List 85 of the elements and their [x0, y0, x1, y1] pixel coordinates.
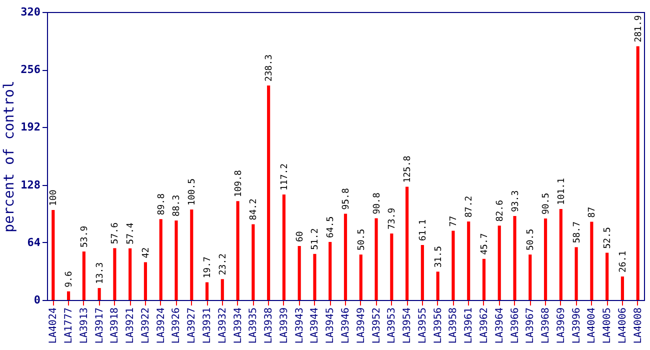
data-label: 117.2: [280, 163, 290, 191]
data-label: 90.5: [542, 192, 552, 215]
data-label: 89.8: [156, 193, 167, 216]
x-tick-label: LA4024: [48, 308, 60, 344]
x-tick-label: LA3926: [171, 308, 182, 344]
data-label: 13.3: [95, 262, 106, 284]
data-label: 77: [449, 216, 460, 227]
y-tick-label: 0: [34, 294, 40, 306]
x-tick-label: LA3932: [217, 308, 228, 344]
data-label: 281.9: [634, 15, 644, 42]
x-tick-label: LA3967: [525, 308, 536, 344]
x-tick-label: LA3935: [248, 308, 260, 344]
x-tick-label: LA3954: [402, 308, 414, 344]
data-label: 9.6: [64, 271, 75, 288]
x-tick-label: LA3943: [294, 308, 306, 344]
x-tick-label: LA3913: [78, 308, 90, 344]
y-tick-label: 320: [20, 6, 40, 18]
data-label: 31.5: [434, 246, 444, 268]
x-tick-label: LA3955: [417, 308, 428, 344]
data-label: 50.5: [356, 228, 367, 251]
x-tick-label: LA4004: [586, 308, 598, 344]
x-tick-label: LA3922: [140, 308, 152, 344]
data-label: 26.1: [618, 250, 628, 273]
x-tick-label: LA3927: [186, 308, 198, 344]
x-tick-label: LA4008: [632, 308, 644, 344]
data-label: 82.6: [495, 200, 506, 222]
data-label: 60: [295, 231, 306, 242]
x-tick-label: LA3921: [125, 308, 136, 344]
x-tick-label: LA3946: [340, 308, 352, 344]
x-tick-label: LA3934: [232, 308, 244, 344]
data-label: 93.3: [510, 190, 521, 212]
data-label: 101.1: [556, 178, 567, 206]
data-label: 52.5: [603, 227, 614, 249]
x-tick-label: LA3956: [432, 308, 444, 344]
x-tick-label: LA3996: [571, 308, 582, 344]
data-label: 57.4: [126, 222, 136, 244]
x-tick-label: LA3962: [478, 308, 490, 344]
data-label: 53.9: [80, 226, 90, 248]
data-label: 51.2: [310, 228, 321, 250]
data-label: 95.8: [342, 188, 352, 210]
y-tick-label: 192: [20, 120, 40, 134]
data-label: 125.8: [403, 156, 414, 183]
y-axis-title: percent of control: [2, 80, 18, 232]
data-label: 88.3: [172, 194, 182, 217]
data-label: 57.6: [110, 222, 121, 244]
data-label: 90.8: [372, 192, 382, 214]
data-label: 19.7: [203, 256, 214, 278]
data-label: 100.5: [188, 178, 198, 206]
x-tick-label: LA3917: [94, 308, 106, 344]
x-tick-label: LA1777: [64, 308, 75, 344]
x-tick-label: LA3953: [386, 308, 398, 344]
data-label: 64.5: [326, 216, 336, 238]
data-label: 84.2: [249, 198, 260, 220]
x-tick-label: LA3944: [310, 308, 321, 344]
y-tick-label: 256: [20, 63, 41, 76]
y-tick-label: 64: [27, 236, 41, 249]
x-tick-label: LA3949: [356, 308, 367, 344]
x-tick-label: LA3924: [156, 308, 167, 344]
x-tick-label: LA3964: [494, 308, 506, 344]
data-label: 61.1: [418, 219, 428, 242]
x-tick-label: LA3931: [202, 308, 214, 344]
data-label: 73.9: [388, 208, 398, 230]
data-label: 87: [588, 206, 598, 218]
data-label: 87.2: [464, 196, 475, 218]
x-tick-label: LA3952: [371, 308, 382, 344]
x-tick-label: LA4005: [602, 308, 614, 344]
data-label: 50.5: [526, 228, 536, 251]
x-tick-label: LA3918: [110, 308, 121, 344]
x-tick-label: LA3969: [556, 308, 567, 344]
x-tick-label: LA3938: [264, 308, 275, 344]
data-label: 58.7: [572, 221, 582, 244]
x-tick-label: LA3961: [464, 308, 475, 344]
x-tick-label: LA3968: [540, 308, 552, 344]
y-tick-label: 128: [20, 178, 40, 192]
x-tick-label: LA3966: [510, 308, 521, 344]
data-label: 23.2: [218, 253, 228, 276]
x-tick-label: LA3958: [448, 308, 460, 344]
data-label: 109.8: [234, 170, 244, 198]
x-tick-label: LA4006: [617, 308, 628, 344]
data-label: 42: [141, 247, 152, 258]
data-label: 238.3: [264, 54, 275, 82]
data-label: 45.7: [480, 233, 490, 255]
data-label: 100: [49, 190, 60, 206]
x-tick-label: LA3939: [278, 308, 290, 344]
x-tick-label: LA3945: [325, 308, 336, 344]
